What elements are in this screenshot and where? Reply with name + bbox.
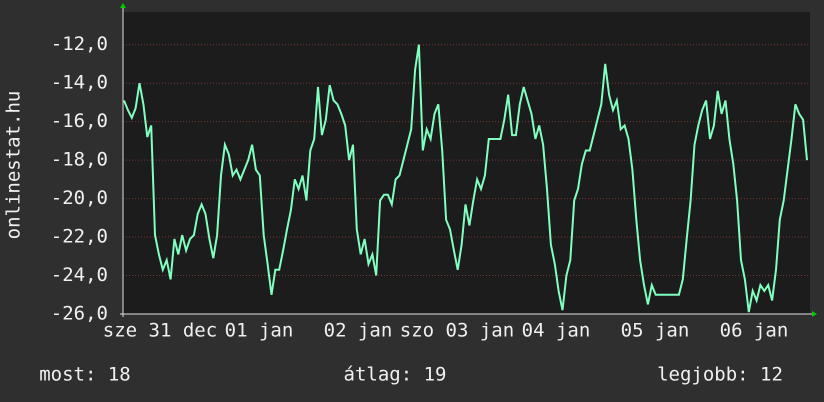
footer-stat: most: 18: [39, 364, 131, 386]
y-tick-label: -12,0: [51, 33, 108, 55]
plot-area: [123, 12, 810, 314]
footer-stat: legjobb: 12: [657, 364, 783, 386]
axis-arrow: [120, 3, 126, 8]
y-tick-label: -14,0: [51, 72, 108, 94]
x-tick-label: 06 jan: [720, 320, 789, 342]
x-tick-label: 04 jan: [522, 320, 591, 342]
y-axis-label: onlinestat.hu: [3, 91, 25, 240]
y-tick-label: -26,0: [51, 303, 108, 325]
y-tick-label: -24,0: [51, 264, 108, 286]
footer-stat: átlag: 19: [344, 364, 447, 386]
x-tick-label: sze 31 dec: [103, 320, 217, 342]
y-tick-label: -18,0: [51, 149, 108, 171]
x-tick-label: 05 jan: [621, 320, 690, 342]
y-tick-label: -22,0: [51, 226, 108, 248]
data-line: [123, 44, 808, 313]
x-tick-label: szo 03 jan: [400, 320, 514, 342]
y-tick-label: -20,0: [51, 187, 108, 209]
y-tick-label: -16,0: [51, 110, 108, 132]
x-tick-label: 01 jan: [225, 320, 294, 342]
x-tick-label: 02 jan: [324, 320, 393, 342]
axis-arrow: [812, 311, 817, 317]
